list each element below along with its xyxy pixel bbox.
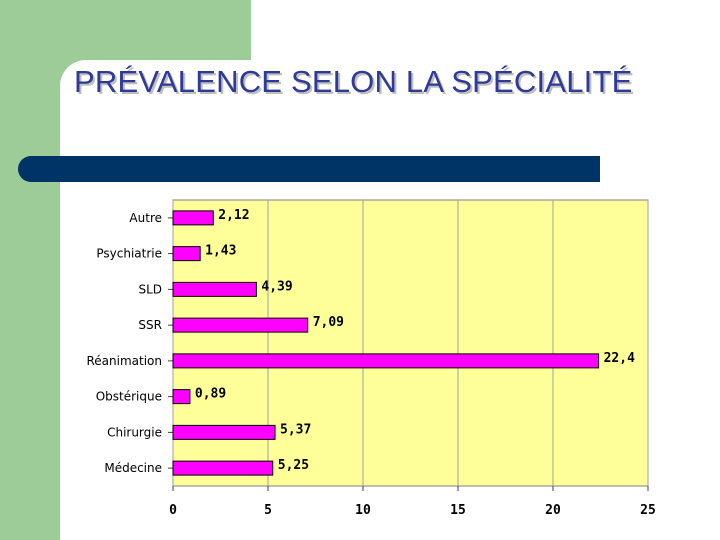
bar <box>172 317 309 333</box>
value-label: 5,37 <box>280 422 311 437</box>
grid-lines <box>168 200 649 491</box>
value-label: 2,12 <box>218 208 249 223</box>
category-label: Psychiatrie <box>96 247 162 261</box>
category-label: SLD <box>138 282 162 296</box>
category-label: Chirurgie <box>107 425 162 439</box>
category-label: Autre <box>129 211 162 225</box>
value-label: 5,25 <box>278 458 309 473</box>
value-labels: 2,12 1,43 4,39 7,09 22,4 0,89 5,37 5,25 <box>195 208 635 473</box>
x-tick-label: 5 <box>264 503 272 518</box>
x-tick-label: 20 <box>545 503 561 518</box>
green-side-strip <box>0 0 60 540</box>
bar <box>172 246 201 262</box>
bar <box>172 424 276 440</box>
value-label: 7,09 <box>313 315 344 330</box>
x-tick-label: 0 <box>169 503 177 518</box>
value-label: 1,43 <box>205 244 236 259</box>
bar <box>172 353 600 369</box>
plot-area <box>172 199 649 487</box>
bar <box>172 281 257 297</box>
title-divider-bar <box>18 156 600 182</box>
bar <box>172 460 274 476</box>
value-label: 4,39 <box>261 279 292 294</box>
value-label: 0,89 <box>195 387 226 402</box>
bar <box>172 389 191 405</box>
x-tick-labels: 0 5 10 15 20 25 <box>169 503 656 518</box>
bars <box>172 210 600 476</box>
category-label: Obstérique <box>96 390 162 404</box>
bar <box>172 210 214 226</box>
category-labels: Autre Psychiatrie SLD SSR Réanimation Obstéri… <box>86 211 162 475</box>
x-tick-label: 10 <box>355 503 371 518</box>
category-label: Réanimation <box>86 354 162 368</box>
slide-title: PRÉVALENCE SELON LA SPÉCIALITÉ <box>74 64 633 99</box>
x-tick-label: 15 <box>450 503 466 518</box>
category-label: Médecine <box>104 461 162 475</box>
x-tick-label: 25 <box>640 503 656 518</box>
value-label: 22,4 <box>604 351 635 366</box>
category-label: SSR <box>138 318 162 332</box>
